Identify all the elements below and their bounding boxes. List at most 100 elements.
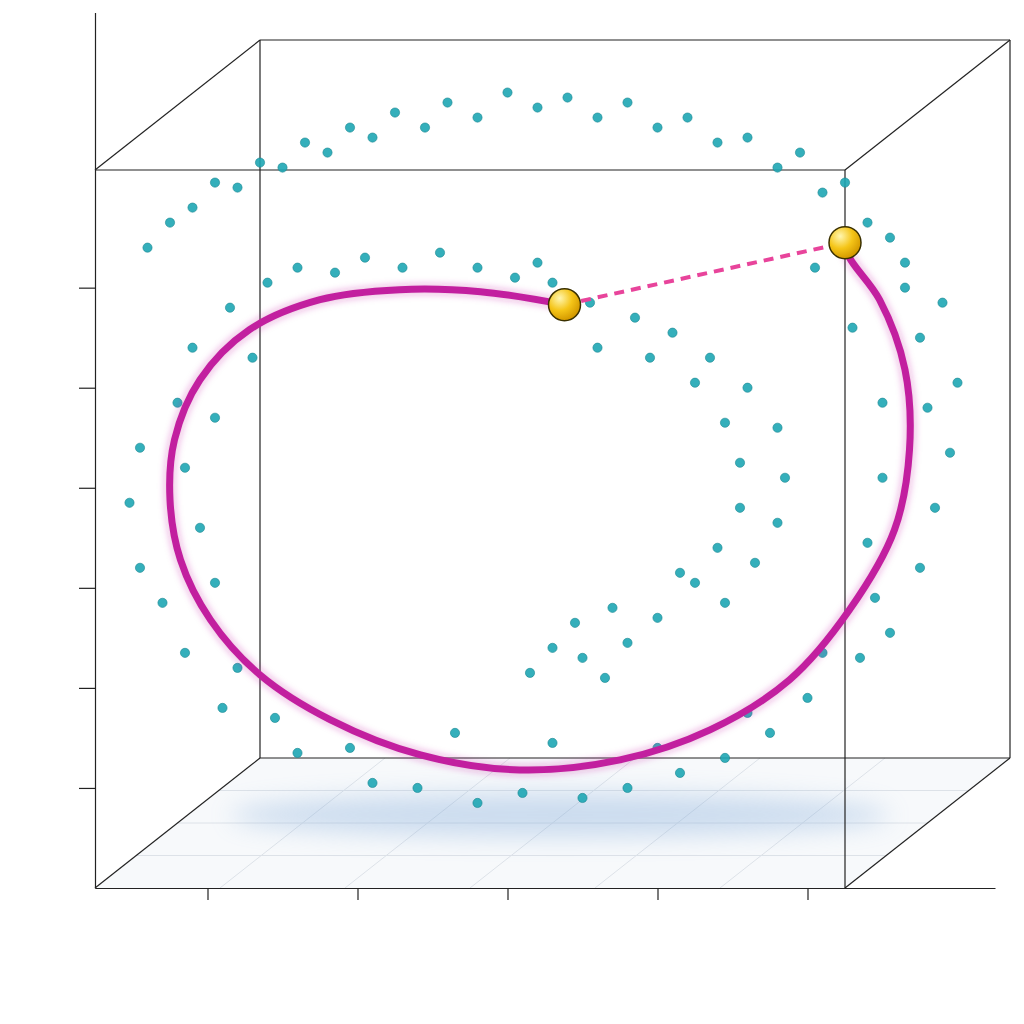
point bbox=[623, 98, 632, 107]
point bbox=[225, 303, 234, 312]
point bbox=[578, 653, 587, 662]
point bbox=[900, 258, 909, 267]
point bbox=[570, 618, 579, 627]
point bbox=[473, 798, 482, 807]
point bbox=[720, 418, 729, 427]
point bbox=[623, 638, 632, 647]
point bbox=[135, 443, 144, 452]
tick-mark bbox=[79, 488, 95, 489]
box-edge bbox=[259, 40, 260, 758]
point bbox=[473, 263, 482, 272]
x-axis bbox=[96, 888, 996, 900]
point bbox=[863, 218, 872, 227]
point bbox=[143, 243, 152, 252]
point bbox=[750, 558, 759, 567]
box-edge bbox=[845, 758, 1010, 888]
point bbox=[653, 123, 662, 132]
point bbox=[473, 113, 482, 122]
point bbox=[743, 133, 752, 142]
point bbox=[690, 378, 699, 387]
point bbox=[293, 263, 302, 272]
tick bbox=[808, 888, 809, 900]
point bbox=[675, 768, 684, 777]
point bbox=[330, 268, 339, 277]
tick-mark bbox=[79, 388, 95, 389]
tick bbox=[79, 688, 95, 689]
box-edge bbox=[95, 40, 260, 170]
tick-mark bbox=[79, 788, 95, 789]
tick bbox=[79, 488, 95, 489]
point bbox=[420, 123, 429, 132]
point bbox=[503, 88, 512, 97]
point bbox=[878, 398, 887, 407]
point bbox=[915, 563, 924, 572]
point bbox=[188, 343, 197, 352]
point bbox=[593, 343, 602, 352]
point bbox=[548, 738, 557, 747]
tick bbox=[79, 788, 95, 789]
tick bbox=[79, 588, 95, 589]
point bbox=[765, 728, 774, 737]
point bbox=[450, 728, 459, 737]
point bbox=[180, 463, 189, 472]
tick-mark bbox=[79, 588, 95, 589]
y-axis bbox=[79, 13, 96, 889]
point bbox=[368, 778, 377, 787]
point bbox=[135, 563, 144, 572]
point bbox=[195, 523, 204, 532]
point bbox=[248, 353, 257, 362]
tick bbox=[79, 388, 95, 389]
point bbox=[668, 328, 677, 337]
marker bbox=[549, 289, 581, 321]
point-cloud bbox=[125, 88, 962, 808]
box-edge bbox=[95, 169, 845, 170]
point bbox=[443, 98, 452, 107]
point bbox=[923, 403, 932, 412]
tick bbox=[508, 888, 509, 900]
point bbox=[630, 313, 639, 322]
point bbox=[180, 648, 189, 657]
point bbox=[125, 498, 134, 507]
tick-mark bbox=[79, 288, 95, 289]
point bbox=[233, 183, 242, 192]
floor-grid bbox=[136, 855, 886, 856]
point bbox=[885, 233, 894, 242]
point bbox=[870, 593, 879, 602]
tick-mark bbox=[357, 888, 358, 900]
point bbox=[930, 503, 939, 512]
point bbox=[938, 298, 947, 307]
point bbox=[803, 693, 812, 702]
point bbox=[533, 103, 542, 112]
axis-line bbox=[95, 13, 96, 889]
point bbox=[548, 643, 557, 652]
plot-area bbox=[125, 88, 962, 808]
dashed-link bbox=[565, 243, 846, 305]
point bbox=[818, 188, 827, 197]
point bbox=[368, 133, 377, 142]
point bbox=[735, 458, 744, 467]
point bbox=[158, 598, 167, 607]
point bbox=[435, 248, 444, 257]
box-edge bbox=[95, 758, 260, 888]
point bbox=[525, 668, 534, 677]
tick bbox=[79, 288, 95, 289]
point bbox=[278, 163, 287, 172]
point bbox=[210, 413, 219, 422]
point bbox=[413, 783, 422, 792]
point bbox=[683, 113, 692, 122]
marker bbox=[829, 227, 861, 259]
point bbox=[810, 263, 819, 272]
point bbox=[360, 253, 369, 262]
point bbox=[293, 748, 302, 757]
point bbox=[885, 628, 894, 637]
point bbox=[210, 578, 219, 587]
point bbox=[720, 753, 729, 762]
point bbox=[855, 653, 864, 662]
point bbox=[675, 568, 684, 577]
point bbox=[953, 378, 962, 387]
point bbox=[645, 353, 654, 362]
tick bbox=[358, 888, 359, 900]
point bbox=[713, 543, 722, 552]
point bbox=[533, 258, 542, 267]
point bbox=[623, 783, 632, 792]
